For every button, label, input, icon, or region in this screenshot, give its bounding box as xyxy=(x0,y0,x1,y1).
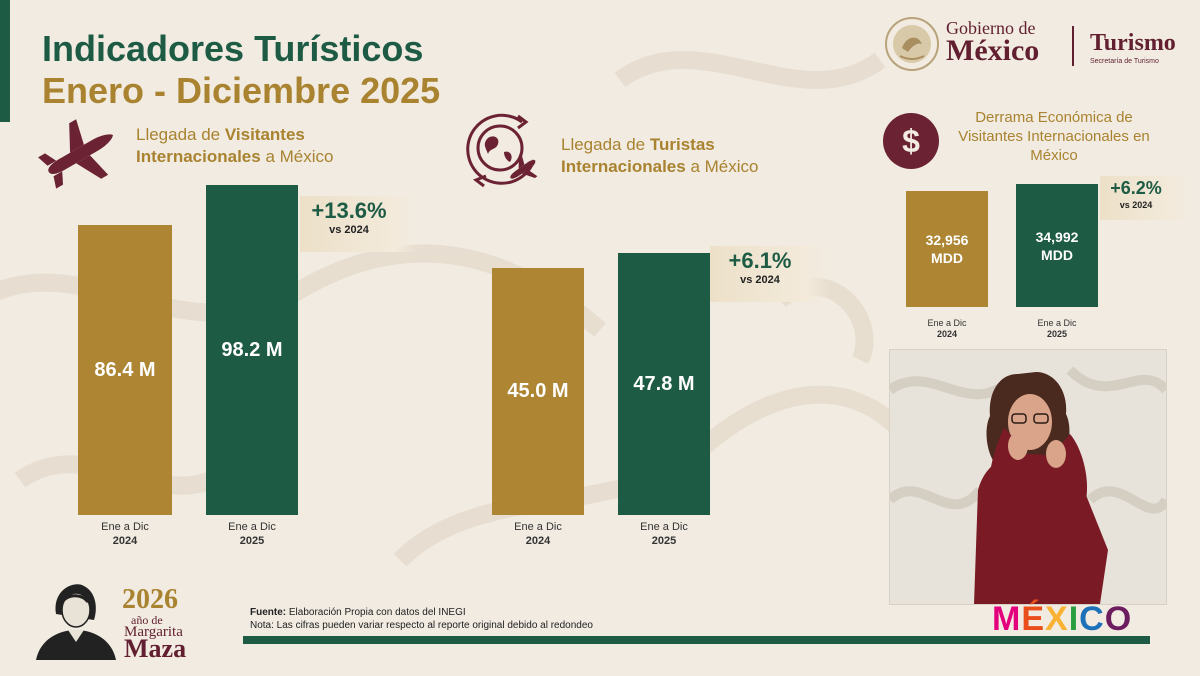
bar-2024: 45.0 M xyxy=(492,268,584,515)
margarita-maza-portrait xyxy=(36,584,116,660)
bar-value-label: 98.2 M xyxy=(221,338,283,361)
brand-letter: É xyxy=(1021,600,1046,638)
bar-value-label: 86.4 M xyxy=(94,358,156,381)
gov-name-line2: México xyxy=(946,34,1040,67)
derrama-label: Derrama Económica de Visitantes Internac… xyxy=(958,109,1150,164)
category-label: Ene a Dic 2024 xyxy=(514,521,562,547)
year-logo-number: 2026 xyxy=(122,584,178,615)
bar-2025: 98.2 M xyxy=(206,185,298,515)
year-logo-sub: año de xyxy=(131,613,163,627)
globe-plane-icon xyxy=(466,113,538,188)
agency-subtitle: Secretaría de Turismo xyxy=(1090,58,1159,65)
logo-divider xyxy=(1072,26,1074,66)
mexico-brand-logo: MÉXICO xyxy=(992,600,1132,639)
page-subtitle: Enero - Diciembre 2025 xyxy=(42,70,441,111)
change-percent: +13.6% xyxy=(311,198,387,223)
category-label: Ene a Dic 2024 xyxy=(101,521,149,547)
category-label: Ene a Dic 2025 xyxy=(640,521,688,547)
change-percent: +6.1% xyxy=(728,248,792,273)
bar-value-label: 34,992 MDD xyxy=(1035,228,1079,263)
interpreter-video xyxy=(889,349,1167,605)
bar-value-label: 47.8 M xyxy=(633,372,695,395)
brand-letter: I xyxy=(1068,600,1080,638)
change-percent: +6.2% xyxy=(1110,178,1162,198)
coat-of-arms-icon xyxy=(885,17,939,71)
change-badge: +6.1% vs 2024 xyxy=(710,246,830,302)
interpreter-figure xyxy=(890,366,1166,604)
bar-2024: 86.4 M xyxy=(78,225,172,515)
agency-name: Turismo xyxy=(1090,30,1176,56)
change-reference: vs 2024 xyxy=(740,274,780,286)
brand-letter: X xyxy=(1045,600,1069,638)
change-badge: +6.2% vs 2024 xyxy=(1100,176,1192,220)
airplane-icon xyxy=(38,119,113,189)
year-logo-name2: Maza xyxy=(124,634,187,663)
visitantes-label: Llegada de Visitantes Internacionales a … xyxy=(136,125,334,166)
gov-name-line1: Gobierno de xyxy=(946,18,1036,38)
bar-value-label: 32,956 MDD xyxy=(925,232,969,266)
bar-2025: 34,992 MDD xyxy=(1016,184,1098,307)
category-label: Ene a Dic 2024 xyxy=(927,318,967,339)
turistas-label: Llegada de Turistas Internacionales a Mé… xyxy=(561,135,759,176)
brand-letter: M xyxy=(992,600,1022,638)
year-logo-name1: Margarita xyxy=(124,624,183,640)
page-title: Indicadores Turísticos xyxy=(42,28,424,69)
accent-bar xyxy=(0,0,10,122)
bar-2025: 47.8 M xyxy=(618,253,710,515)
svg-text:$: $ xyxy=(902,123,920,159)
source-note: Fuente: Elaboración Propia con datos del… xyxy=(250,607,593,631)
dollar-icon: $ xyxy=(883,113,939,169)
change-reference: vs 2024 xyxy=(1119,200,1153,210)
bar-value-label: 45.0 M xyxy=(507,380,569,402)
category-label: Ene a Dic 2025 xyxy=(1037,318,1077,339)
brand-letter: C xyxy=(1079,600,1105,638)
change-reference: vs 2024 xyxy=(329,224,369,236)
footer-rule xyxy=(243,636,1150,644)
bar-2024: 32,956 MDD xyxy=(906,191,988,307)
brand-letter: O xyxy=(1104,600,1133,638)
category-label: Ene a Dic 2025 xyxy=(228,521,276,547)
change-badge: +13.6% vs 2024 xyxy=(300,196,418,252)
